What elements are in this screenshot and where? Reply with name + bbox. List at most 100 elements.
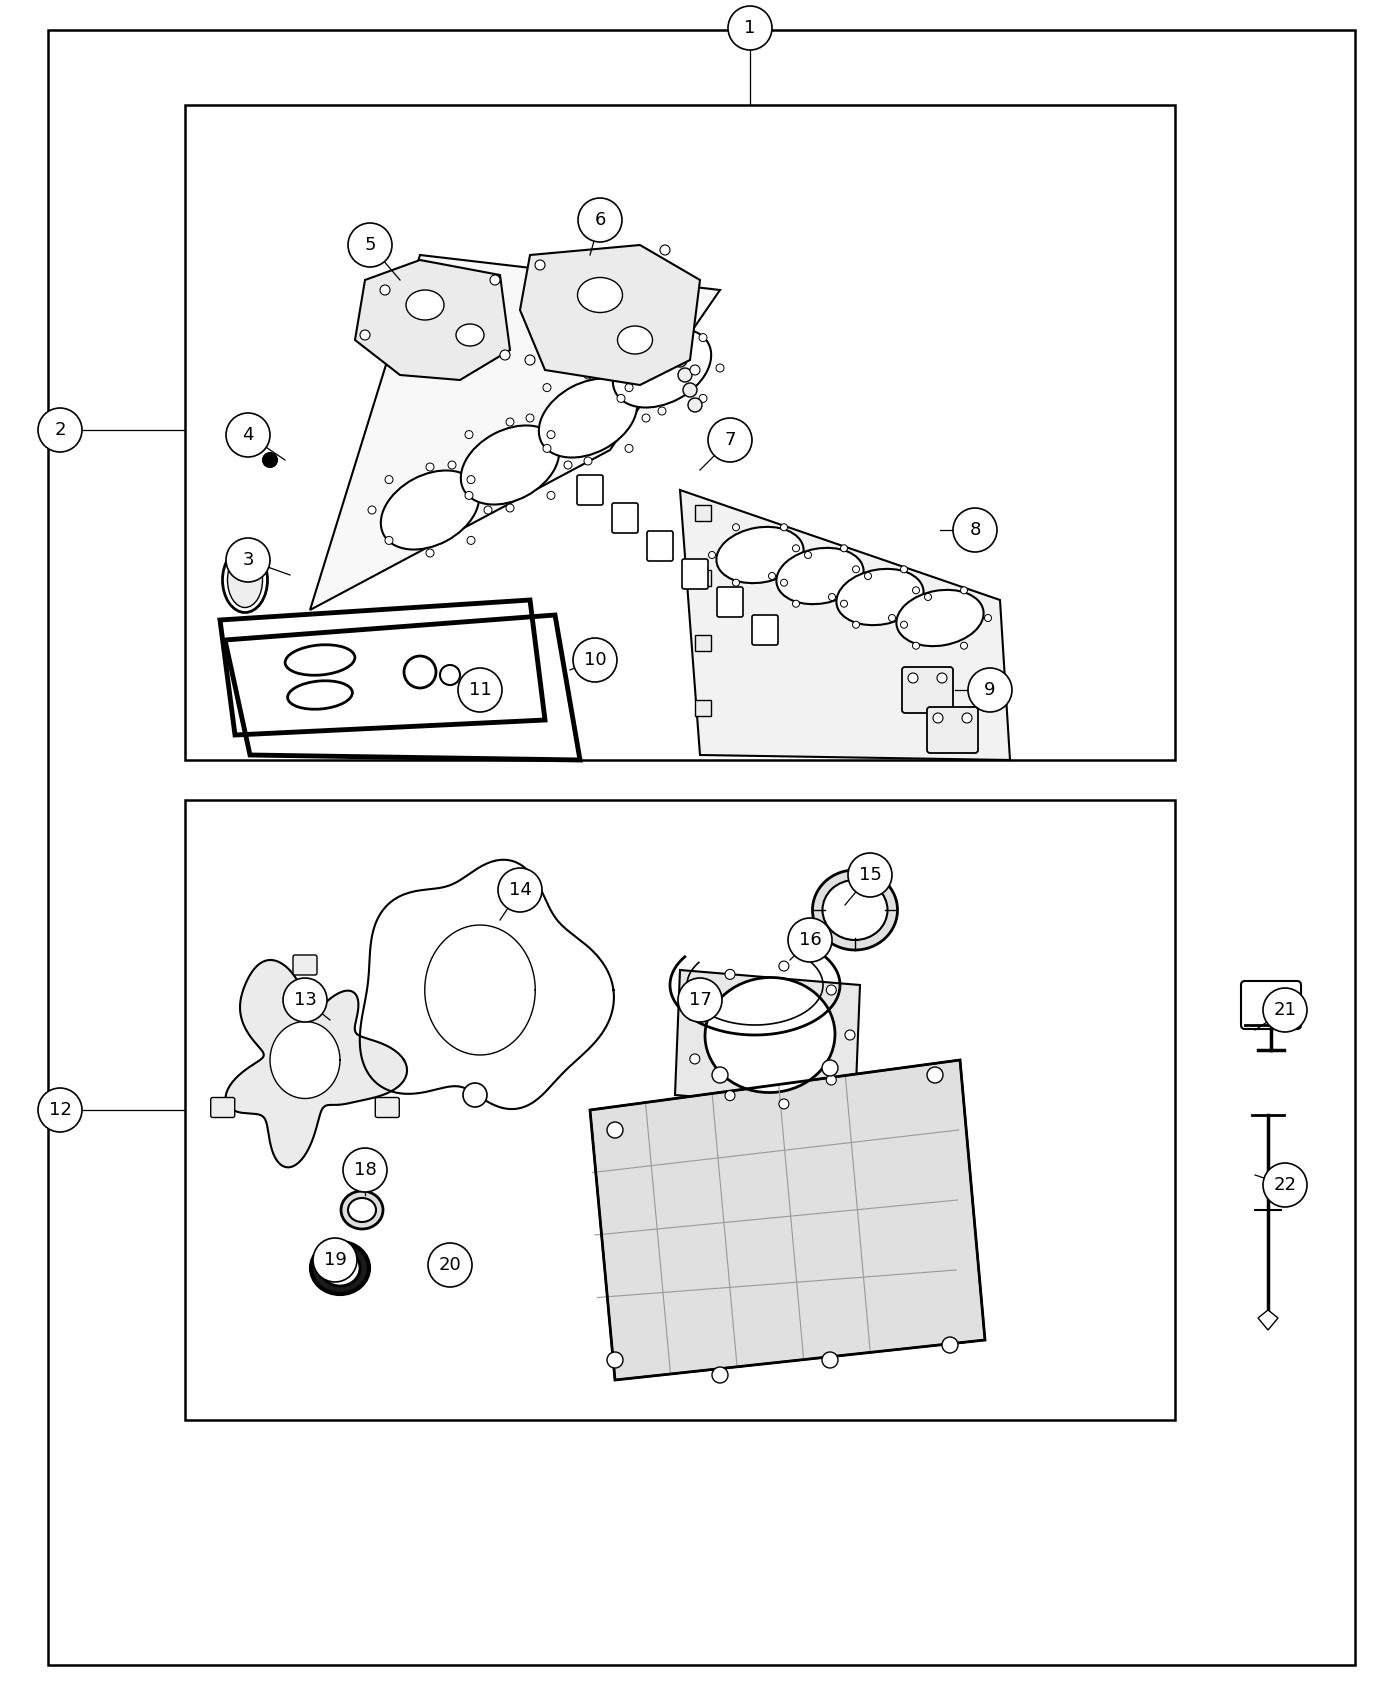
- Circle shape: [840, 600, 847, 607]
- Polygon shape: [356, 260, 510, 381]
- Circle shape: [617, 333, 624, 342]
- Text: 6: 6: [595, 211, 606, 230]
- Circle shape: [643, 415, 650, 422]
- Text: 19: 19: [323, 1251, 346, 1268]
- Circle shape: [909, 673, 918, 683]
- Ellipse shape: [823, 881, 888, 940]
- Circle shape: [713, 1367, 728, 1384]
- Circle shape: [792, 600, 799, 607]
- Polygon shape: [270, 1022, 340, 1098]
- Circle shape: [526, 415, 533, 422]
- Ellipse shape: [577, 277, 623, 313]
- Circle shape: [840, 544, 847, 552]
- Circle shape: [465, 491, 473, 500]
- Circle shape: [778, 960, 788, 971]
- Ellipse shape: [321, 1250, 360, 1285]
- FancyBboxPatch shape: [612, 503, 638, 534]
- Circle shape: [658, 406, 666, 415]
- Circle shape: [225, 537, 270, 581]
- Circle shape: [349, 223, 392, 267]
- Circle shape: [715, 364, 724, 372]
- Circle shape: [853, 620, 860, 629]
- Circle shape: [725, 969, 735, 979]
- Circle shape: [853, 566, 860, 573]
- Ellipse shape: [287, 680, 353, 709]
- Circle shape: [690, 366, 700, 376]
- Bar: [185, 105, 1175, 760]
- Circle shape: [781, 524, 787, 530]
- Circle shape: [1263, 988, 1308, 1032]
- Circle shape: [564, 461, 573, 469]
- Circle shape: [608, 1352, 623, 1368]
- FancyBboxPatch shape: [902, 666, 953, 712]
- Ellipse shape: [342, 1192, 384, 1229]
- Circle shape: [437, 1255, 463, 1282]
- Circle shape: [942, 1336, 958, 1353]
- Ellipse shape: [717, 527, 804, 583]
- FancyBboxPatch shape: [211, 1098, 235, 1117]
- Circle shape: [617, 394, 624, 403]
- Bar: [185, 801, 1175, 1420]
- Circle shape: [732, 580, 739, 586]
- Circle shape: [360, 330, 370, 340]
- Circle shape: [283, 977, 328, 1022]
- Ellipse shape: [349, 1198, 377, 1222]
- Circle shape: [500, 350, 510, 360]
- Circle shape: [913, 643, 920, 649]
- Circle shape: [673, 354, 687, 367]
- Circle shape: [781, 580, 787, 586]
- Ellipse shape: [777, 547, 864, 603]
- Bar: [694, 636, 711, 651]
- Circle shape: [405, 656, 435, 689]
- Circle shape: [725, 1091, 735, 1100]
- Circle shape: [659, 245, 671, 255]
- Circle shape: [448, 461, 456, 469]
- Circle shape: [38, 1088, 83, 1132]
- Circle shape: [805, 551, 812, 559]
- Circle shape: [426, 462, 434, 471]
- Text: 8: 8: [969, 520, 980, 539]
- Circle shape: [584, 371, 592, 379]
- Circle shape: [343, 1148, 386, 1192]
- Ellipse shape: [896, 590, 984, 646]
- Circle shape: [699, 333, 707, 342]
- Text: 4: 4: [242, 427, 253, 444]
- Text: 20: 20: [438, 1256, 462, 1273]
- Polygon shape: [675, 971, 860, 1110]
- Circle shape: [927, 1068, 944, 1083]
- Circle shape: [728, 7, 771, 49]
- Polygon shape: [519, 245, 700, 384]
- Circle shape: [865, 573, 871, 580]
- Circle shape: [683, 382, 697, 398]
- Circle shape: [690, 1054, 700, 1064]
- Circle shape: [468, 476, 475, 483]
- Circle shape: [769, 573, 776, 580]
- Circle shape: [708, 551, 715, 559]
- Text: 18: 18: [354, 1161, 377, 1180]
- Ellipse shape: [406, 291, 444, 320]
- Circle shape: [900, 620, 907, 629]
- Circle shape: [584, 457, 592, 466]
- FancyBboxPatch shape: [293, 955, 316, 976]
- Ellipse shape: [223, 547, 267, 612]
- Bar: [694, 505, 711, 520]
- Text: 5: 5: [364, 236, 375, 253]
- Circle shape: [848, 853, 892, 898]
- Circle shape: [924, 593, 931, 600]
- Circle shape: [829, 593, 836, 600]
- Circle shape: [498, 869, 542, 911]
- Circle shape: [368, 507, 377, 513]
- FancyBboxPatch shape: [375, 1098, 399, 1117]
- Circle shape: [699, 394, 707, 403]
- FancyBboxPatch shape: [647, 530, 673, 561]
- Circle shape: [385, 537, 393, 544]
- Circle shape: [440, 665, 461, 685]
- Circle shape: [543, 444, 552, 452]
- Circle shape: [913, 586, 920, 593]
- Text: 15: 15: [858, 865, 882, 884]
- FancyBboxPatch shape: [752, 615, 778, 644]
- Circle shape: [444, 1261, 456, 1273]
- Circle shape: [713, 1068, 728, 1083]
- Circle shape: [525, 355, 535, 366]
- Circle shape: [690, 1006, 700, 1017]
